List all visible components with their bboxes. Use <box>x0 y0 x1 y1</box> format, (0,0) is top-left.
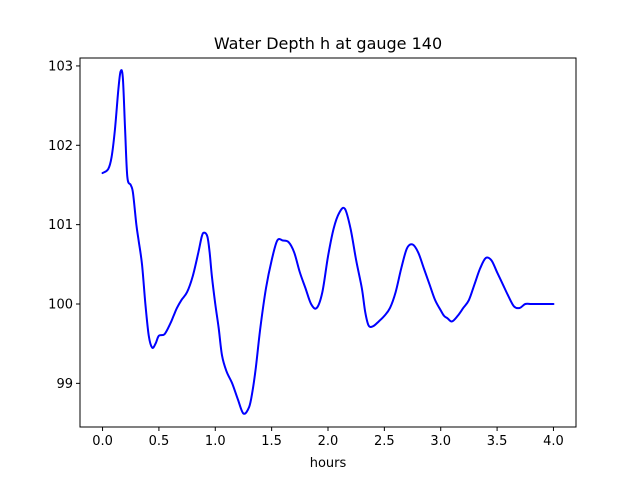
y-tick-label: 100 <box>48 298 73 313</box>
series-line <box>101 69 555 415</box>
y-tick-label: 103 <box>48 59 73 74</box>
y-tick-label: 99 <box>56 377 73 392</box>
x-tick-label: 4.0 <box>543 434 564 449</box>
x-tick-label: 3.5 <box>487 434 508 449</box>
x-tick-label: 0.5 <box>149 434 170 449</box>
y-tick-label: 102 <box>48 139 73 154</box>
y-axis: 99 100 101 102 103 <box>48 59 80 392</box>
plot-area <box>79 57 577 428</box>
x-tick-label: 2.5 <box>374 434 395 449</box>
y-tick-label: 101 <box>48 218 73 233</box>
x-tick-label: 1.0 <box>205 434 226 449</box>
x-tick-label: 1.5 <box>261 434 282 449</box>
x-tick-label: 3.0 <box>430 434 451 449</box>
chart-title: Water Depth h at gauge 140 <box>214 34 442 53</box>
x-tick-label: 2.0 <box>318 434 339 449</box>
plot-frame <box>79 57 577 428</box>
x-axis: 0.0 0.5 1.0 1.5 2.0 2.5 3.0 3.5 4.0 <box>92 427 564 449</box>
x-axis-label: hours <box>310 456 347 471</box>
x-tick-label: 0.0 <box>92 434 113 449</box>
